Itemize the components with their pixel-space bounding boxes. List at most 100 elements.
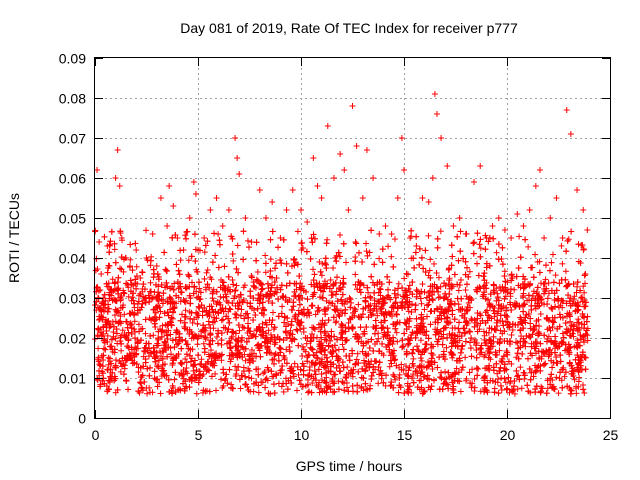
roti-point-cloud <box>416 261 423 268</box>
roti-point-cloud <box>192 258 199 265</box>
roti-point-cloud <box>205 318 212 325</box>
roti-point-cloud <box>548 371 555 378</box>
roti-point-cloud <box>100 345 107 352</box>
roti-point-cloud <box>229 251 236 258</box>
roti-point-cloud <box>499 261 506 268</box>
roti-point-cloud <box>208 276 215 283</box>
roti-point-cloud <box>333 258 340 265</box>
roti-point-cloud <box>438 369 445 376</box>
roti-point-cloud <box>295 342 302 349</box>
roti-point-cloud <box>534 284 541 291</box>
roti-point-cloud <box>94 325 101 332</box>
roti-point-cloud <box>194 320 201 327</box>
roti-point-cloud <box>277 345 284 352</box>
roti-point-cloud <box>118 347 125 354</box>
roti-point-cloud <box>371 261 378 268</box>
roti-point-cloud <box>343 384 350 391</box>
roti-point-cloud <box>413 233 420 240</box>
roti-point-cloud <box>459 342 466 349</box>
roti-point-cloud <box>214 340 221 347</box>
roti-point-cloud <box>288 322 295 329</box>
roti-point-cloud <box>490 281 497 288</box>
roti-point-cloud <box>411 264 418 271</box>
roti-point-cloud <box>366 345 373 352</box>
roti-point-cloud <box>458 295 465 302</box>
roti-point-cloud <box>421 306 428 313</box>
roti-point-cloud <box>291 360 298 367</box>
roti-point-cloud <box>573 390 580 397</box>
roti-point-cloud <box>341 380 348 387</box>
roti-point-cloud <box>395 280 402 287</box>
roti-point-cloud <box>408 227 415 234</box>
roti-point-cloud <box>178 289 185 296</box>
roti-point-cloud <box>354 388 361 395</box>
roti-point-cloud <box>150 266 157 273</box>
roti-point-cloud <box>122 333 129 340</box>
roti-point-cloud <box>150 294 157 301</box>
roti-point-cloud <box>480 273 487 280</box>
roti-point-cloud <box>552 333 559 340</box>
roti-point-cloud <box>457 228 464 235</box>
roti-point-cloud <box>161 249 168 256</box>
roti-point-cloud <box>562 268 569 275</box>
roti-point-cloud <box>318 370 325 377</box>
roti-point-cloud <box>299 343 306 350</box>
roti-point-cloud <box>322 346 329 353</box>
roti-point-cloud <box>449 325 456 332</box>
roti-point-cloud <box>339 378 346 385</box>
roti-point-cloud <box>244 299 251 306</box>
roti-point-cloud <box>467 345 474 352</box>
roti-point-cloud <box>200 340 207 347</box>
scatter-points <box>92 91 591 397</box>
roti-point-cloud <box>525 292 532 299</box>
roti-point-cloud <box>234 242 241 249</box>
roti-point-cloud <box>95 345 102 352</box>
roti-point-cloud <box>169 309 176 316</box>
roti-point-cloud <box>456 337 463 344</box>
roti-point-cloud <box>584 337 591 344</box>
roti-point-cloud <box>477 245 484 252</box>
roti-point-cloud <box>366 249 373 256</box>
roti-point-cloud <box>216 241 223 248</box>
roti-point-cloud <box>394 305 401 312</box>
roti-point-cloud <box>298 240 305 247</box>
roti-point-cloud <box>306 388 313 395</box>
roti-point-cloud <box>434 364 441 371</box>
roti-point-cloud <box>284 269 291 276</box>
roti-point-cloud <box>112 259 119 266</box>
roti-point-cloud <box>240 228 247 235</box>
roti-point-cloud <box>209 259 216 266</box>
roti-point-cloud <box>349 347 356 354</box>
roti-point-cloud <box>570 296 577 303</box>
roti-point-cloud <box>118 266 125 273</box>
roti-point-cloud <box>477 253 484 260</box>
roti-point-cloud <box>530 274 537 281</box>
roti-point-cloud <box>357 324 364 331</box>
roti-point-cloud <box>545 280 552 287</box>
roti-point-cloud <box>135 321 142 328</box>
roti-point-cloud <box>517 254 524 261</box>
roti-point-cloud <box>106 379 113 386</box>
roti-point-cloud <box>195 352 202 359</box>
roti-point-cloud <box>490 307 497 314</box>
roti-point-cloud <box>474 372 481 379</box>
roti-point-cloud <box>186 384 193 391</box>
roti-point-cloud <box>514 350 521 357</box>
roti-point-cloud <box>468 384 475 391</box>
roti-point-cloud <box>555 390 562 397</box>
roti-point-cloud <box>226 366 233 373</box>
roti-point-cloud <box>352 258 359 265</box>
roti-point-cloud <box>532 251 539 258</box>
roti-point-cloud <box>242 373 249 380</box>
roti-point-cloud <box>257 353 264 360</box>
roti-point-cloud <box>507 290 514 297</box>
roti-point-cloud <box>133 285 140 292</box>
roti-point-cloud <box>466 294 473 301</box>
roti-point-cloud <box>352 239 359 246</box>
roti-point-cloud <box>502 379 509 386</box>
roti-point-cloud <box>297 280 304 287</box>
roti-point-cloud <box>230 257 237 264</box>
roti-point-cloud <box>373 358 380 365</box>
roti-point-cloud <box>576 374 583 381</box>
roti-point-cloud <box>457 248 464 255</box>
